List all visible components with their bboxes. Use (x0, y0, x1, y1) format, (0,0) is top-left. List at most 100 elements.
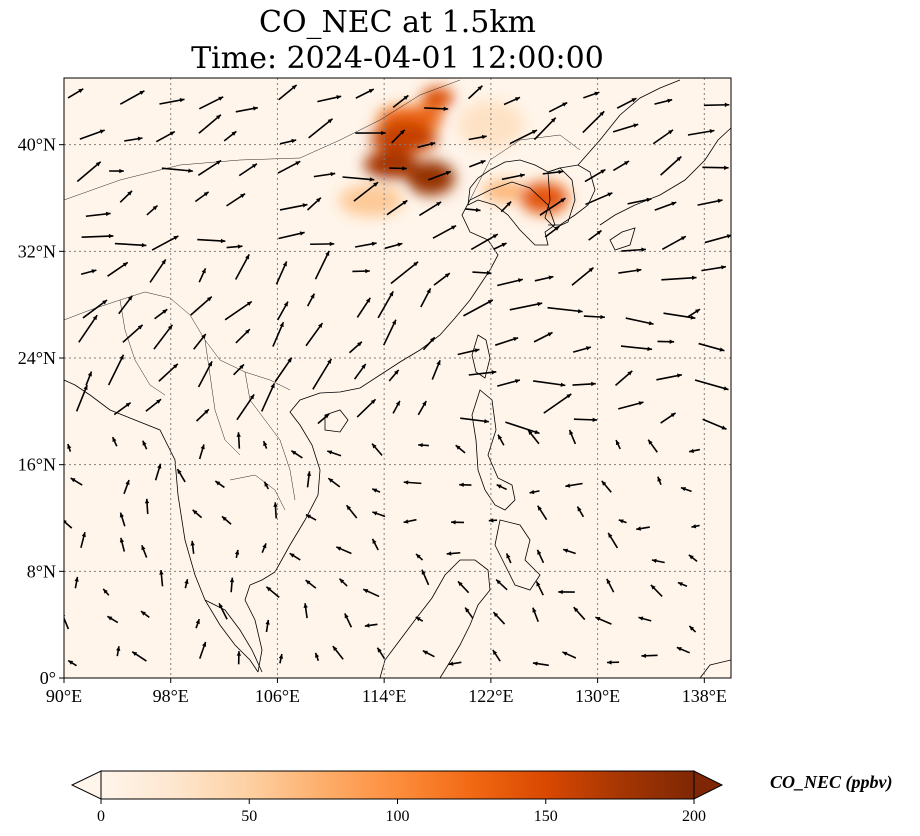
wind-arrow (415, 553, 424, 561)
lat-tick-label: 24°N (18, 348, 56, 368)
wind-arrow (529, 489, 540, 495)
wind-arrow (353, 363, 367, 380)
wind-arrow (468, 134, 487, 141)
wind-arrow (310, 241, 335, 247)
wind-arrow (562, 651, 577, 659)
wind-arrow (70, 477, 83, 486)
wind-arrow (573, 417, 598, 423)
wind-arrow (503, 96, 521, 106)
wind-arrow (588, 229, 602, 241)
wind-arrow (144, 498, 150, 515)
wind-arrow (704, 234, 731, 244)
lon-tick-label: 130°E (575, 686, 620, 706)
wind-arrow (583, 314, 605, 320)
wind-arrow (488, 518, 498, 523)
wind-arrow (263, 481, 270, 490)
wind-arrow (122, 324, 144, 343)
wind-arrow (495, 336, 519, 346)
wind-arrow (314, 250, 330, 280)
wind-arrow (235, 106, 258, 113)
wind-arrow (114, 242, 147, 248)
lon-tick-label: 98°E (153, 686, 189, 706)
wind-arrow (74, 576, 79, 589)
wind-arrow (657, 339, 675, 344)
wind-arrow (184, 578, 189, 589)
wind-arrow (262, 440, 268, 449)
wind-arrow (607, 532, 619, 549)
wind-arrow (195, 618, 201, 629)
co-plume (482, 180, 526, 202)
wind-arrow (680, 486, 692, 493)
wind-arrow (548, 101, 568, 113)
wind-arrow (688, 554, 698, 562)
wind-arrow (687, 308, 701, 318)
wind-arrow (688, 625, 697, 633)
wind-arrow (67, 443, 72, 452)
colorbar-tick-label: 200 (682, 808, 706, 825)
wind-arrow (353, 181, 379, 202)
wind-arrow (455, 444, 466, 454)
wind-arrow (85, 371, 93, 386)
wind-arrow (265, 619, 270, 633)
lon-tick-label: 122°E (468, 686, 513, 706)
wind-arrow (656, 373, 682, 381)
wind-arrow (661, 235, 687, 250)
coastlines (64, 79, 731, 678)
wind-arrow (272, 321, 285, 347)
wind-arrow (306, 197, 322, 211)
wind-arrow (233, 363, 245, 376)
wind-arrow (505, 421, 540, 435)
wind-arrow (572, 346, 592, 353)
wind-arrow (422, 336, 436, 351)
lat-tick-label: 8°N (27, 561, 56, 581)
colorbar-ticks: 0 50 100 150 200 (97, 799, 706, 825)
wind-arrow (492, 611, 506, 625)
wind-arrow (306, 293, 316, 307)
wind-arrow (197, 159, 222, 176)
wind-arrow (376, 647, 386, 659)
wind-arrow (305, 322, 324, 347)
wind-arrow (390, 261, 419, 285)
colorbar-tick-label: 0 (97, 808, 105, 825)
wind-arrow (427, 170, 452, 181)
wind-arrow (467, 85, 483, 100)
wind-arrow (113, 401, 132, 416)
wind-arrow (532, 661, 549, 667)
wind-arrow (509, 301, 543, 311)
wind-arrow (582, 110, 605, 134)
map-title: CO_NEC at 1.5km (258, 5, 536, 40)
wind-arrow (457, 580, 470, 594)
wind-arrow (355, 130, 386, 136)
wind-arrow (75, 384, 88, 412)
wind-arrow (198, 268, 207, 283)
wind-arrow (362, 588, 380, 598)
wind-arrow (595, 616, 612, 625)
wind-arrow (627, 197, 652, 205)
wind-arrow (306, 471, 312, 488)
wind-arrow (276, 301, 289, 321)
wind-arrow (313, 171, 336, 178)
colorbar-gradient (100, 770, 695, 800)
wind-arrow (275, 261, 288, 285)
wind-arrow (652, 129, 674, 145)
wind-arrow (636, 526, 650, 531)
wind-arrow (492, 649, 501, 662)
wind-arrow (583, 91, 600, 99)
wind-arrow (119, 512, 126, 527)
co-plume (370, 122, 438, 154)
wind-arrow (460, 417, 489, 424)
wind-arrow (500, 200, 512, 213)
colorbar-label: CO_NEC (ppbv) (770, 772, 893, 793)
coastline-borneo (379, 559, 491, 678)
wind-arrow (459, 482, 472, 488)
wind-arrow (418, 201, 442, 217)
wind-arrow (67, 88, 84, 99)
wind-arrow (107, 261, 129, 277)
wind-arrow (647, 439, 658, 453)
wind-arrow (654, 98, 673, 105)
wind-arrow (417, 400, 427, 416)
wind-arrow (85, 211, 111, 218)
wind-arrow (123, 479, 130, 495)
wind-arrow (391, 129, 406, 144)
wind-arrow (601, 480, 612, 493)
